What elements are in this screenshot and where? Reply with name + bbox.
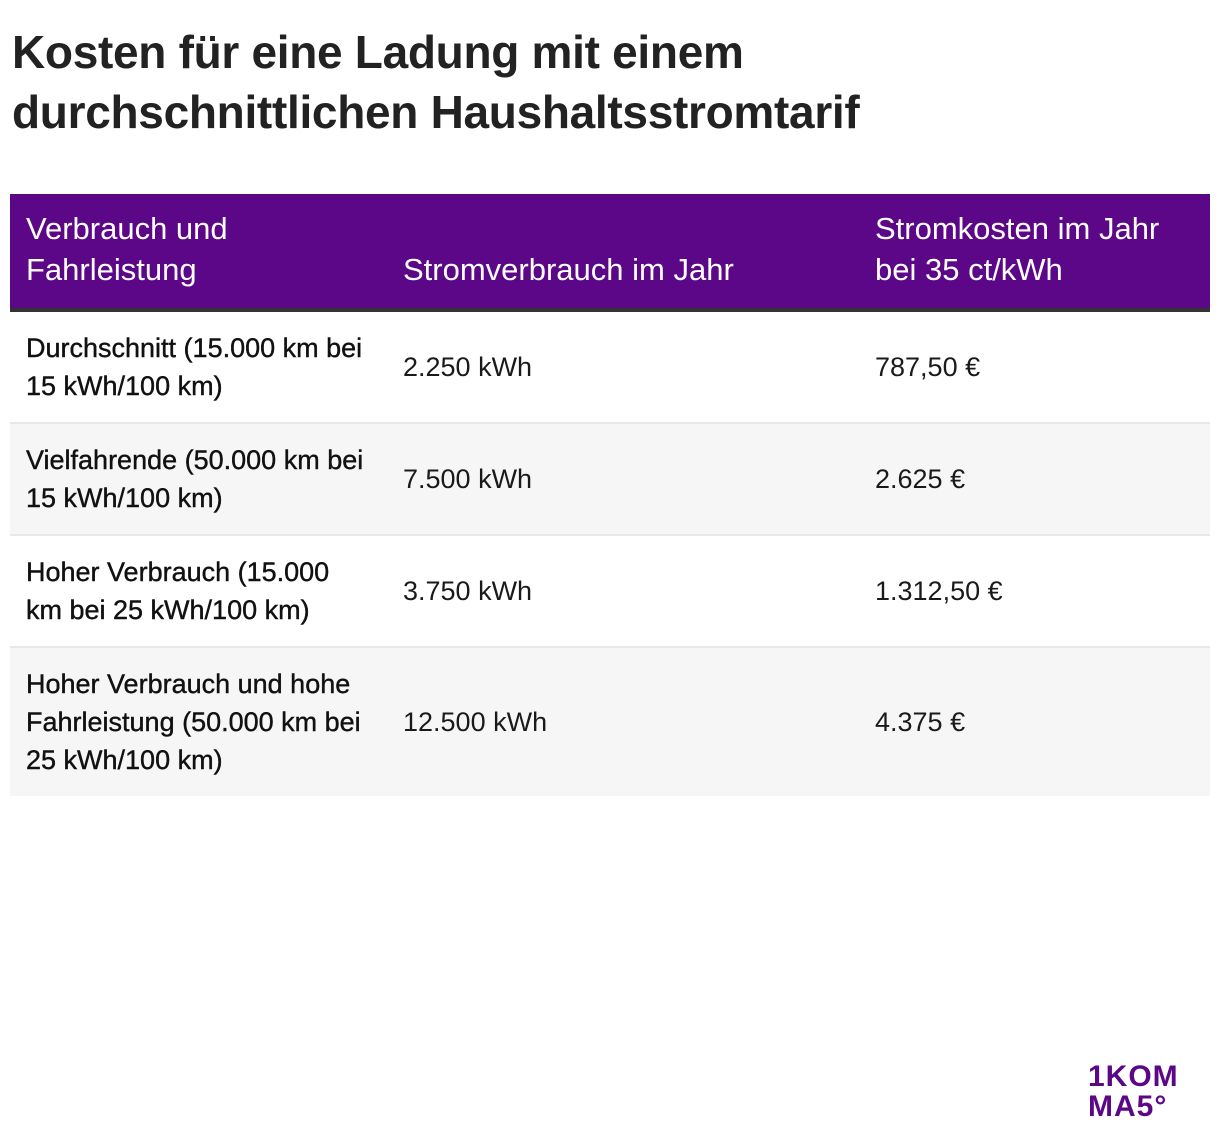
cell-consumption: 3.750 kWh (387, 535, 859, 648)
table-header-row: Verbrauch und Fahrleistung Stromverbrauc… (10, 194, 1210, 312)
cell-consumption: 7.500 kWh (387, 423, 859, 536)
title-line-2: durchschnittlichen Haushaltsstromtarif (12, 86, 860, 138)
header-stromkosten: Stromkosten im Jahr bei 35 ct/kWh (859, 194, 1210, 312)
logo-line-1: 1KOM (1088, 1060, 1179, 1093)
cost-table: Verbrauch und Fahrleistung Stromverbrauc… (10, 194, 1210, 796)
brand-logo: 1KOM MA5° (1088, 1062, 1179, 1122)
cell-consumption: 2.250 kWh (387, 310, 859, 424)
cell-cost: 4.375 € (875, 707, 966, 737)
cell-scenario: Hoher Verbrauch und hohe Fahrleistung (5… (26, 669, 361, 775)
cell-cost: 2.625 € (859, 423, 1210, 536)
logo-line-2: MA5° (1088, 1090, 1168, 1123)
table-row: Hoher Verbrauch und hohe Fahrleistung (5… (10, 647, 1210, 796)
table-row: Durchschnitt (15.000 km bei 15 kWh/100 k… (10, 310, 1210, 424)
cell-scenario: Durchschnitt (15.000 km bei 15 kWh/100 k… (10, 310, 387, 424)
title-line-1: Kosten für eine Ladung mit einem (12, 26, 744, 78)
cell-scenario: Vielfahrende (50.000 km bei 15 kWh/100 k… (10, 423, 387, 536)
cell-cost: 787,50 € (859, 310, 1210, 424)
cell-scenario: Hoher Verbrauch (15.000 km bei 25 kWh/10… (10, 535, 387, 648)
cell-cost: 1.312,50 € (859, 535, 1210, 648)
header-stromverbrauch: Stromverbrauch im Jahr (387, 194, 859, 312)
cell-consumption: 12.500 kWh (403, 707, 548, 737)
header-verbrauch: Verbrauch und Fahrleistung (10, 194, 387, 312)
page-title: Kosten für eine Ladung mit einem durchsc… (12, 22, 860, 142)
table-row: Vielfahrende (50.000 km bei 15 kWh/100 k… (10, 423, 1210, 536)
table-row: Hoher Verbrauch (15.000 km bei 25 kWh/10… (10, 535, 1210, 648)
